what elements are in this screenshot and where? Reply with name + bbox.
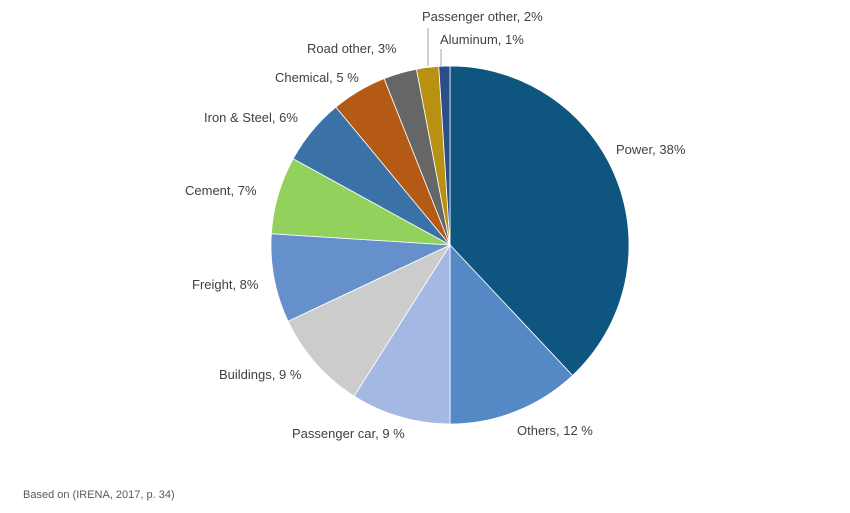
source-note: Based on (IRENA, 2017, p. 34) — [23, 489, 175, 501]
slice-label-aluminum: Aluminum, 1% — [440, 32, 524, 47]
pie-slice-passenger-car — [353, 243, 451, 425]
slice-label-passenger-other: Passenger other, 2% — [422, 9, 543, 24]
pie-slice-buildings — [287, 244, 452, 397]
pie-slice-aluminum — [438, 65, 451, 246]
slice-label-others: Others, 12 % — [517, 423, 593, 438]
slice-label-chemical: Chemical, 5 % — [275, 70, 359, 85]
slice-label-iron-steel: Iron & Steel, 6% — [204, 110, 298, 125]
slice-label-passenger-car: Passenger car, 9 % — [292, 426, 405, 441]
pie-slices — [270, 65, 630, 425]
slice-label-road-other: Road other, 3% — [307, 41, 397, 56]
slice-label-cement: Cement, 7% — [185, 183, 257, 198]
pie-slice-power — [449, 65, 630, 377]
slice-label-freight: Freight, 8% — [192, 277, 259, 292]
slice-label-buildings: Buildings, 9 % — [219, 367, 302, 382]
pie-slice-freight — [270, 233, 451, 322]
slice-labels: Power, 38% Others, 12 % Passenger car, 9 %… — [185, 9, 686, 441]
pie-slice-others — [449, 243, 574, 425]
slice-label-power: Power, 38% — [616, 142, 686, 157]
leader-lines — [427, 28, 442, 66]
